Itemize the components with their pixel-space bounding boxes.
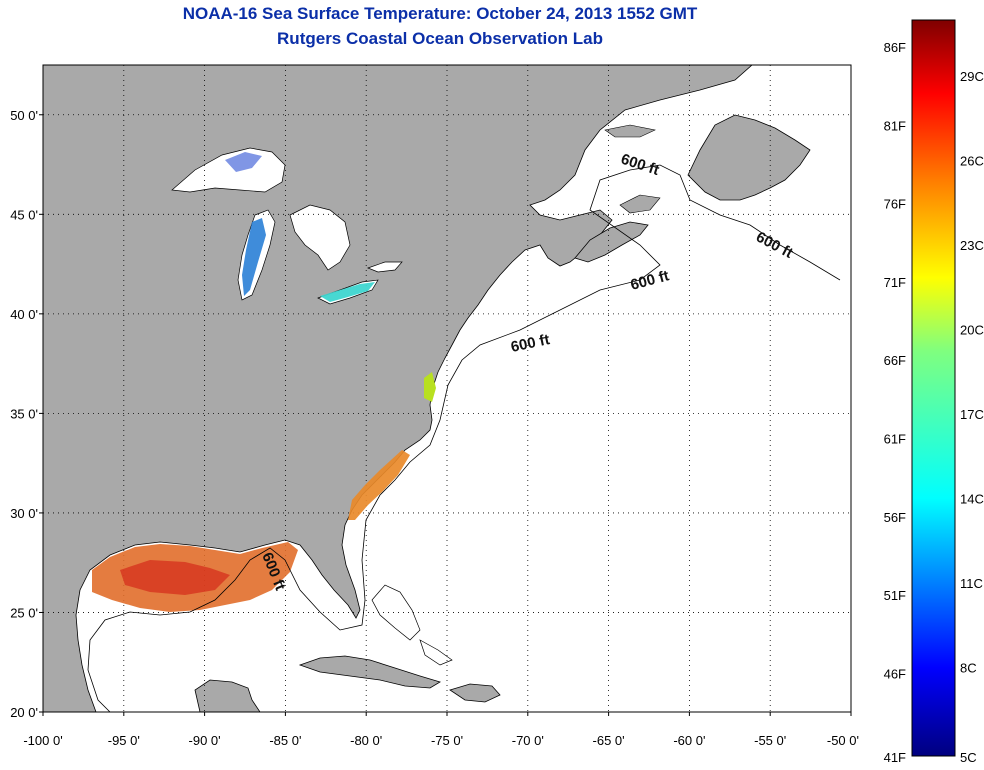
sst-lake-michigan bbox=[242, 218, 266, 296]
y-tick-label: 40 0' bbox=[10, 307, 38, 322]
colorbar-f-label: 76F bbox=[884, 197, 906, 212]
x-tick-label: -90 0' bbox=[189, 733, 221, 748]
colorbar-c-label: 17C bbox=[960, 407, 984, 422]
colorbar-c-label: 26C bbox=[960, 154, 984, 169]
colorbar-c-label: 8C bbox=[960, 661, 977, 676]
colorbar-f-label: 56F bbox=[884, 510, 906, 525]
y-tick-label: 20 0' bbox=[10, 705, 38, 720]
anticosti-land bbox=[604, 124, 656, 138]
colorbar-c-label: 23C bbox=[960, 238, 984, 253]
x-tick-label: -95 0' bbox=[108, 733, 140, 748]
colorbar-f-label: 46F bbox=[884, 666, 906, 681]
y-tick-label: 30 0' bbox=[10, 506, 38, 521]
y-tick-label: 45 0' bbox=[10, 207, 38, 222]
colorbar-f-label: 81F bbox=[884, 118, 906, 133]
cape-breton-land bbox=[619, 194, 661, 214]
colorbar-fahrenheit-labels: 86F 81F 76F 71F 66F 61F 56F 51F 46F 41F bbox=[884, 40, 906, 765]
colorbar-f-label: 86F bbox=[884, 40, 906, 55]
colorbar-f-label: 66F bbox=[884, 353, 906, 368]
cuba-land bbox=[298, 655, 441, 689]
x-tick-label: -100 0' bbox=[23, 733, 62, 748]
y-tick-label: 35 0' bbox=[10, 406, 38, 421]
north-america-land bbox=[43, 65, 753, 712]
colorbar-f-label: 61F bbox=[884, 432, 906, 447]
x-tick-label: -55 0' bbox=[754, 733, 786, 748]
sst-gulf-hotspot bbox=[120, 560, 230, 595]
map-title: NOAA-16 Sea Surface Temperature: October… bbox=[182, 4, 698, 23]
nova-scotia-land bbox=[574, 221, 649, 263]
colorbar-f-label: 71F bbox=[884, 275, 906, 290]
colorbar-c-label: 5C bbox=[960, 750, 977, 765]
x-tick-label: -70 0' bbox=[512, 733, 544, 748]
y-tick-label: 50 0' bbox=[10, 108, 38, 123]
sst-carolinas bbox=[348, 450, 410, 520]
colorbar-f-label: 41F bbox=[884, 750, 906, 765]
colorbar-celsius-labels: 29C 26C 23C 20C 17C 14C 11C 8C 5C bbox=[960, 69, 984, 765]
lake-ontario bbox=[367, 261, 403, 273]
x-tick-label: -85 0' bbox=[269, 733, 301, 748]
yucatan-land bbox=[194, 679, 261, 712]
sst-lake-erie bbox=[320, 282, 375, 302]
colorbar-c-label: 20C bbox=[960, 323, 984, 338]
x-axis-ticks: -100 0' -95 0' -90 0' -85 0' -80 0' -75 0' -70… bbox=[23, 712, 859, 748]
colorbar-c-label: 11C bbox=[960, 576, 983, 591]
colorbar-c-label: 29C bbox=[960, 69, 984, 84]
sst-chesapeake bbox=[424, 372, 436, 402]
y-tick-label: 25 0' bbox=[10, 605, 38, 620]
isobath-600ft bbox=[87, 164, 841, 712]
hispaniola-land bbox=[449, 683, 501, 703]
newfoundland-land bbox=[687, 114, 811, 201]
x-tick-label: -80 0' bbox=[350, 733, 382, 748]
colorbar-c-label: 14C bbox=[960, 492, 984, 507]
sst-lake-superior bbox=[225, 152, 262, 172]
x-tick-label: -60 0' bbox=[673, 733, 705, 748]
x-tick-label: -65 0' bbox=[593, 733, 625, 748]
x-tick-label: -75 0' bbox=[431, 733, 463, 748]
lake-huron bbox=[289, 204, 351, 271]
sst-data bbox=[92, 152, 436, 612]
y-axis-ticks: 20 0' 25 0' 30 0' 35 0' 40 0' 45 0' 50 0' bbox=[10, 108, 43, 720]
map-subtitle: Rutgers Coastal Ocean Observation Lab bbox=[277, 29, 603, 48]
colorbar bbox=[911, 19, 956, 757]
bahamas-banks bbox=[371, 584, 453, 666]
x-tick-label: -50 0' bbox=[827, 733, 859, 748]
colorbar-f-label: 51F bbox=[884, 588, 906, 603]
